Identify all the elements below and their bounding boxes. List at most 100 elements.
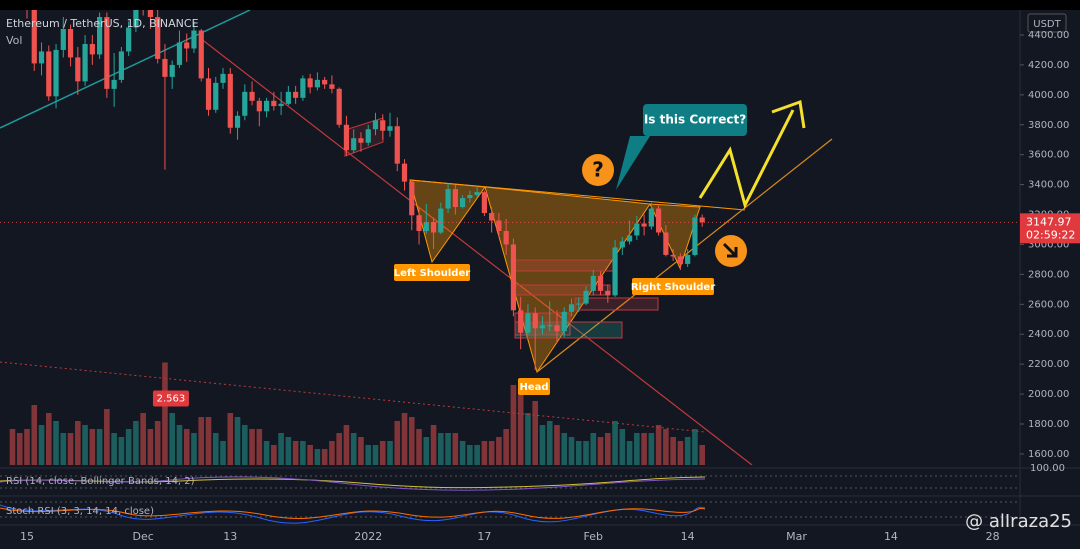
candle-body: [489, 213, 495, 221]
candle-body: [561, 311, 567, 332]
y-tick-label: 1800.00: [1028, 419, 1069, 430]
candle-body: [438, 208, 444, 233]
volume-bar: [234, 417, 241, 465]
candle-body: [423, 222, 429, 231]
volume-bar: [118, 437, 125, 465]
question-mark: ?: [592, 158, 604, 182]
candle-body: [285, 91, 291, 104]
candle-body: [445, 189, 451, 209]
volume-bar: [503, 429, 509, 465]
volume-bar: [655, 425, 662, 465]
volume-bar: [220, 441, 226, 465]
volume-bar: [307, 445, 313, 465]
volume-bar: [612, 421, 618, 465]
candle-body: [401, 163, 408, 182]
candle-body: [554, 325, 560, 332]
x-tick-label: Feb: [584, 530, 603, 543]
volume-bar: [343, 425, 350, 465]
label-box: [518, 378, 550, 395]
volume-bar: [358, 437, 364, 465]
volume-bar: [590, 433, 597, 465]
candle-body: [191, 30, 197, 49]
volume-bar: [634, 433, 640, 465]
candle-body: [53, 49, 59, 97]
y-tick-label: 1600.00: [1028, 449, 1069, 460]
watermark: @ alIraza25: [965, 511, 1072, 532]
callout-pointer: [616, 136, 650, 190]
y-tick-label: 4200.00: [1028, 60, 1069, 71]
volume-bar: [430, 425, 437, 465]
candle-body: [358, 138, 364, 143]
candle-body: [38, 51, 45, 64]
candle-body: [126, 27, 132, 52]
volume-bar: [191, 433, 197, 465]
candle-body: [626, 235, 633, 242]
volume-bar: [256, 429, 263, 465]
candle-body: [467, 195, 473, 199]
candle-body: [510, 244, 517, 311]
volume-bar: [183, 429, 190, 465]
volume-bar: [408, 417, 415, 465]
volume-bar: [154, 421, 161, 465]
candle-body: [474, 192, 480, 196]
volume-bar: [162, 362, 168, 465]
volume-bar: [198, 417, 205, 465]
volume-bar: [401, 413, 408, 465]
candle-body: [583, 290, 589, 304]
question-badge: [582, 154, 614, 186]
candle-body: [314, 79, 320, 88]
volume-bar: [517, 389, 524, 465]
volume-bar: [336, 433, 342, 465]
candle-body: [634, 223, 640, 236]
volume-bar: [452, 433, 459, 465]
candle-body: [336, 88, 342, 125]
trend-line: [0, 361, 706, 433]
candle-body: [590, 275, 596, 291]
x-tick-label: Dec: [133, 530, 154, 543]
x-tick-label: 14: [884, 530, 898, 543]
volume-bar: [525, 413, 531, 465]
trend-line: [0, 10, 251, 129]
volume-bar: [438, 433, 444, 465]
last-price-label: 3147.97: [1026, 215, 1072, 228]
currency: USDT: [1033, 19, 1061, 30]
candle-body: [670, 254, 676, 257]
y-tick-label: 4400.00: [1028, 30, 1069, 41]
candle-body: [133, 10, 139, 28]
candle-body: [503, 230, 509, 245]
volume-bar: [147, 429, 154, 465]
candle-body: [97, 17, 103, 55]
candles: [26, 10, 705, 371]
volume-bar: [670, 437, 676, 465]
candle-body: [692, 217, 698, 255]
stoch-d: [0, 507, 706, 519]
rsi-axis-label: 100.00: [1030, 463, 1065, 474]
callout-box: [643, 104, 747, 136]
candle-body: [699, 217, 705, 223]
candle-body: [213, 82, 219, 110]
volume-bar: [53, 421, 59, 465]
candle-body: [329, 84, 335, 89]
candle-body: [293, 91, 299, 98]
volume-bar: [227, 413, 234, 465]
volume-bar: [423, 437, 430, 465]
volume-bar: [626, 441, 633, 465]
volume-bar: [169, 413, 175, 465]
label-box: [394, 264, 470, 281]
candle-body: [619, 241, 625, 248]
candle-body: [118, 51, 124, 80]
candle-body: [111, 79, 117, 89]
volume-bar: [205, 417, 212, 465]
candle-body: [365, 129, 371, 143]
y-tick-label: 4000.00: [1028, 90, 1069, 101]
candle-body: [452, 189, 458, 208]
candle-body: [460, 198, 466, 208]
zone: [514, 321, 623, 339]
candle-body: [169, 64, 175, 77]
volume-bar: [568, 437, 575, 465]
candle-body: [416, 215, 422, 231]
candle-body: [387, 126, 393, 131]
y-tick-label: 2400.00: [1028, 329, 1069, 340]
volume-marker-box: [152, 390, 189, 407]
